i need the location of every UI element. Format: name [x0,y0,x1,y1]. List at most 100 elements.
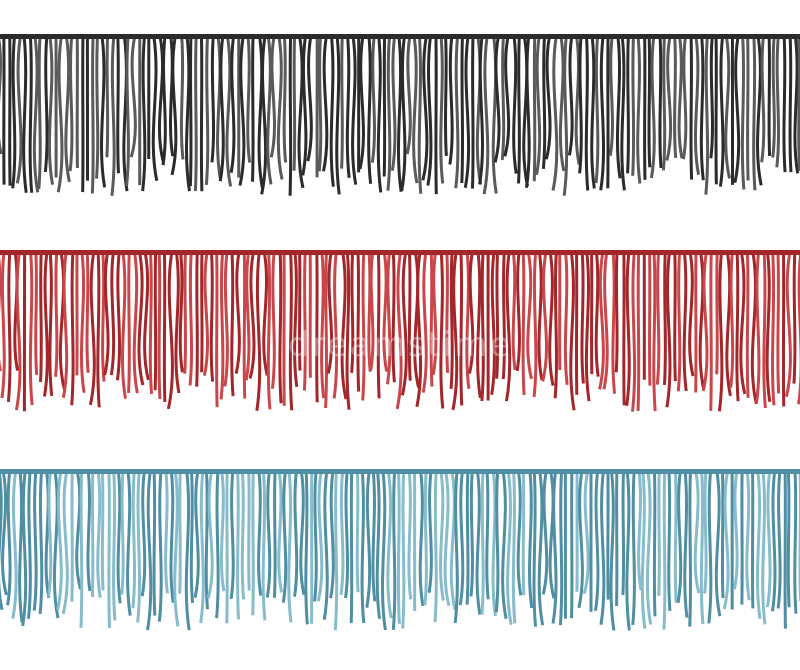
fringe-strand [355,472,360,593]
fringe-strand [647,37,652,168]
fringe-strand [100,472,105,591]
fringe-strand [371,472,377,602]
fringe-strand [707,472,713,624]
fringe-strand [168,37,175,157]
fringe-strand [70,253,75,406]
fringe-strand [157,37,165,163]
fringe-strand [179,37,185,160]
fringe-strand [729,253,735,388]
fringe-strand [376,37,383,193]
fringe-strand [631,472,636,626]
fringe-strand [407,253,412,381]
fringe-strand [238,37,246,186]
fringe-strand [262,253,269,376]
fringe-strand [288,253,294,411]
fringe-strand [793,37,800,174]
fringe-strand [166,253,174,410]
fringe-strand [541,472,549,595]
fringe-strand [625,472,631,631]
red-fringe-band [0,250,800,255]
fringe-strand [602,253,609,390]
fringe-strand [28,37,34,193]
fringe-strand [676,253,682,392]
fringe-strand [417,37,423,194]
fringe-strand [174,253,181,394]
fringe-strand [793,472,798,614]
fringe-strand [185,37,191,192]
fringe-strand [361,253,366,401]
fringe-strand [717,253,724,412]
fringe-strand [400,253,408,396]
fringe-strand [34,253,39,375]
fringe-strand [125,37,130,187]
fringe-strand [110,37,116,197]
fringe-strand [38,472,44,615]
fringe-strand [103,253,110,376]
fringe-strand [360,472,366,624]
fringe-strand [673,37,678,158]
fringe-strand [161,37,167,166]
fringe-strand [482,37,490,195]
fringe-strand [698,253,705,389]
fringe-strand [157,253,162,400]
fringe-strand [500,37,506,161]
fringe-strand [688,472,693,627]
fringe-strand [512,37,518,174]
fringe-strand [771,37,776,158]
fringe-strand [386,37,392,191]
fringe-strand [304,472,309,625]
fringe-strand [521,472,526,596]
fringe-strand [776,253,781,394]
fringe-strand [658,37,663,169]
fringe-strand [665,253,672,408]
fringe-strand [412,37,419,184]
fringe-strand [141,37,147,192]
fringe-strand [101,253,106,382]
fringe-strand [236,472,241,620]
fringe-strand [326,253,334,374]
fringe-strand [265,472,272,598]
fringe-strand [386,472,393,619]
fringe-strand [260,37,268,195]
fringe-strand [636,253,641,412]
fringe-strand [293,253,299,388]
fringe-strand [645,472,653,625]
fringe-strand [56,37,64,193]
fringe-strand [278,253,283,404]
fringe-strand [43,37,49,173]
fringe-strand [46,472,53,597]
fringe-strand [100,37,107,188]
fringe-strand [209,253,215,382]
black-fringe-band [0,34,800,39]
fringe-strand [445,253,450,373]
fringe-strand [503,37,511,157]
fringe-strand [470,37,475,189]
fringe-strand [400,37,407,192]
fringe-strand [324,253,329,409]
fringe-strand [463,37,471,189]
blue-fringe [0,469,800,631]
fringe-strand [121,253,127,399]
fringe-strand [631,253,637,412]
fringe-strand [146,472,153,631]
fringe-strand [112,472,117,621]
fringe-strand [755,472,762,620]
fringe-strand [673,472,678,603]
fringe-strand [577,472,584,609]
fringe-strand [11,37,17,189]
fringe-strand [782,37,787,173]
fringe-strand [333,472,339,631]
fringe-strand [681,37,688,160]
fringe-strand [615,37,622,179]
fringe-strand [240,472,246,600]
fringe-strand [608,37,614,157]
fringe-strand [537,253,544,380]
fringe-strand [415,253,423,408]
fringe-strand [178,253,184,373]
fringe-strand [598,253,605,390]
fringe-strand [116,472,122,604]
fringe-strand [762,253,767,409]
fringe-strand [316,472,324,602]
fringe-strand [339,472,345,596]
fringe-strand [528,472,534,609]
